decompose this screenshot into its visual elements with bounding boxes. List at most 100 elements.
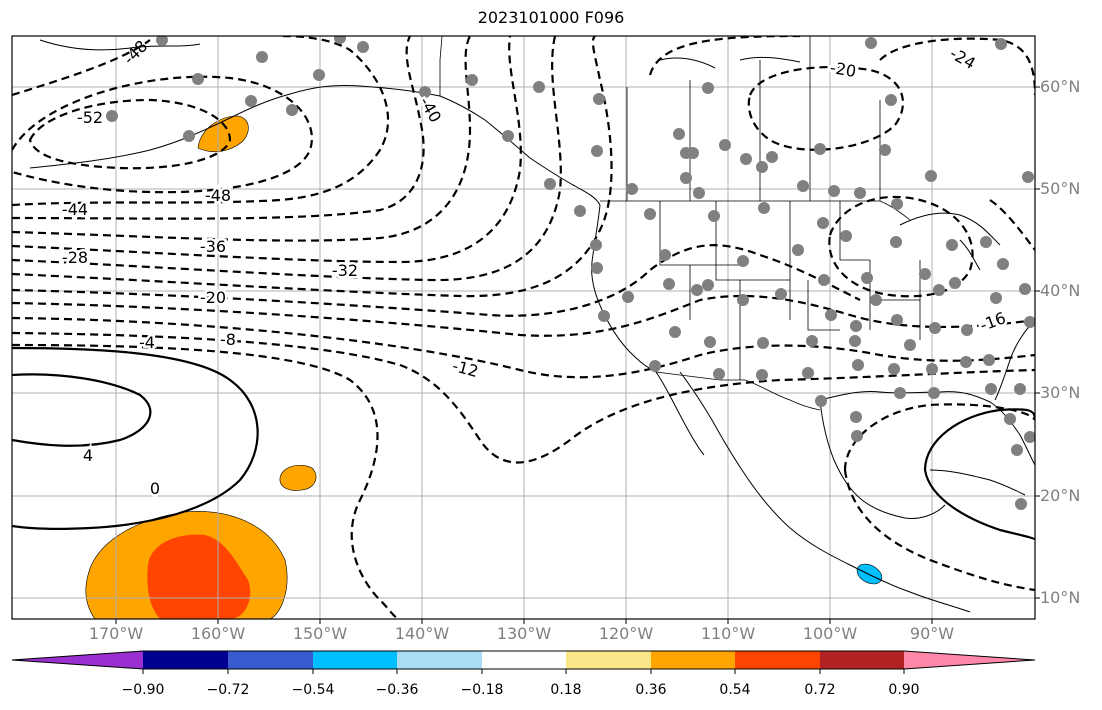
contour-m16 [12, 294, 1035, 337]
station-dot [626, 183, 638, 195]
lat-ticks [1035, 86, 1040, 599]
station-dot [929, 322, 941, 334]
station-dot [797, 180, 809, 192]
contour-label: -20 [200, 288, 226, 307]
lon-label: 110°W [700, 624, 756, 643]
lat-label: 60°N [1040, 77, 1081, 96]
contour-m48a [12, 39, 313, 194]
colorbar-bin [143, 651, 228, 669]
lon-label: 170°W [88, 624, 144, 643]
station-dot [865, 37, 877, 49]
station-dot [256, 51, 268, 63]
lon-label: 120°W [598, 624, 654, 643]
station-dot [334, 36, 346, 44]
colorbar-extend-low [12, 651, 143, 669]
coast-cuba [929, 469, 1026, 496]
colorbar-tick-label: −0.54 [291, 682, 335, 698]
station-dot [849, 335, 861, 347]
border-canada-provinces [626, 36, 881, 201]
contour-label: -16 [977, 308, 1008, 335]
station-dot [590, 239, 602, 251]
station-dot [828, 185, 840, 197]
station-dot [533, 81, 545, 93]
station-dot [904, 339, 916, 351]
station-dot [879, 144, 891, 156]
station-dot [825, 309, 837, 321]
station-dot [766, 151, 778, 163]
station-dot [890, 236, 902, 248]
station-dot [850, 411, 862, 423]
station-dot [806, 335, 818, 347]
station-dot [593, 93, 605, 105]
lon-label: 140°W [394, 624, 450, 643]
lat-label: 20°N [1040, 486, 1081, 505]
contour-m20 [12, 244, 861, 317]
colorbar-tick-label: −0.72 [206, 682, 250, 698]
station-dot [1004, 413, 1016, 425]
contour-label: -48 [205, 186, 231, 205]
station-dot [591, 145, 603, 157]
colorbar-bin [482, 651, 566, 669]
station-dot [851, 430, 863, 442]
station-dot [891, 198, 903, 210]
contour-label: -36 [200, 237, 226, 256]
station-dot [814, 143, 826, 155]
contour-label: -24 [947, 44, 979, 74]
station-dot [946, 239, 958, 251]
station-dot [598, 310, 610, 322]
colorbar-tick-label: 0.36 [635, 682, 667, 698]
station-dot [980, 236, 992, 248]
contour-m12 [12, 316, 1035, 379]
station-dot [544, 178, 556, 190]
station-dot [852, 359, 864, 371]
station-dot [775, 288, 787, 300]
station-dot [693, 187, 705, 199]
station-dot [758, 202, 770, 214]
station-dot [680, 172, 692, 184]
station-dot [502, 130, 514, 142]
contours-dashed [12, 36, 1035, 619]
station-dot [156, 36, 168, 46]
station-dot [756, 369, 768, 381]
station-dot [928, 387, 940, 399]
contour-label: -8 [220, 330, 236, 349]
station-dot [757, 337, 769, 349]
station-dot [669, 326, 681, 338]
station-dot [183, 130, 195, 142]
station-dot [990, 292, 1002, 304]
contour-m36 [12, 36, 472, 242]
contour-label: -52 [77, 108, 103, 127]
contour-m20-east [747, 65, 904, 151]
coast-alaska-peninsula [29, 85, 441, 169]
station-dot [192, 73, 204, 85]
contours-solid [12, 346, 1035, 542]
contour-label: -44 [62, 200, 88, 219]
contour-label: -32 [332, 261, 358, 280]
coast-mexico-west [741, 469, 971, 613]
station-dot [313, 69, 325, 81]
contour-m16-east [828, 195, 974, 298]
station-dot [926, 363, 938, 375]
station-dot [419, 86, 431, 98]
station-dot [840, 230, 852, 242]
station-dot [591, 262, 603, 274]
station-dot [622, 291, 634, 303]
station-dot [854, 187, 866, 199]
station-dot [861, 272, 873, 284]
lat-label: 50°N [1040, 179, 1081, 198]
lat-label: 40°N [1040, 281, 1081, 300]
colorbar-tick-label: 0.18 [550, 682, 582, 698]
station-dot [702, 279, 714, 291]
contour-m4 [12, 343, 401, 619]
station-dot [687, 147, 699, 159]
lon-label: 130°W [496, 624, 552, 643]
station-dot [106, 110, 118, 122]
lat-label: 30°N [1040, 383, 1081, 402]
colorbar-tick-label: −0.18 [460, 682, 504, 698]
station-dot [740, 153, 752, 165]
colorbar-bin [820, 651, 904, 669]
colorbar-tick-label: 0.90 [888, 682, 920, 698]
station-dot [802, 367, 814, 379]
colorbar-bin [313, 651, 397, 669]
